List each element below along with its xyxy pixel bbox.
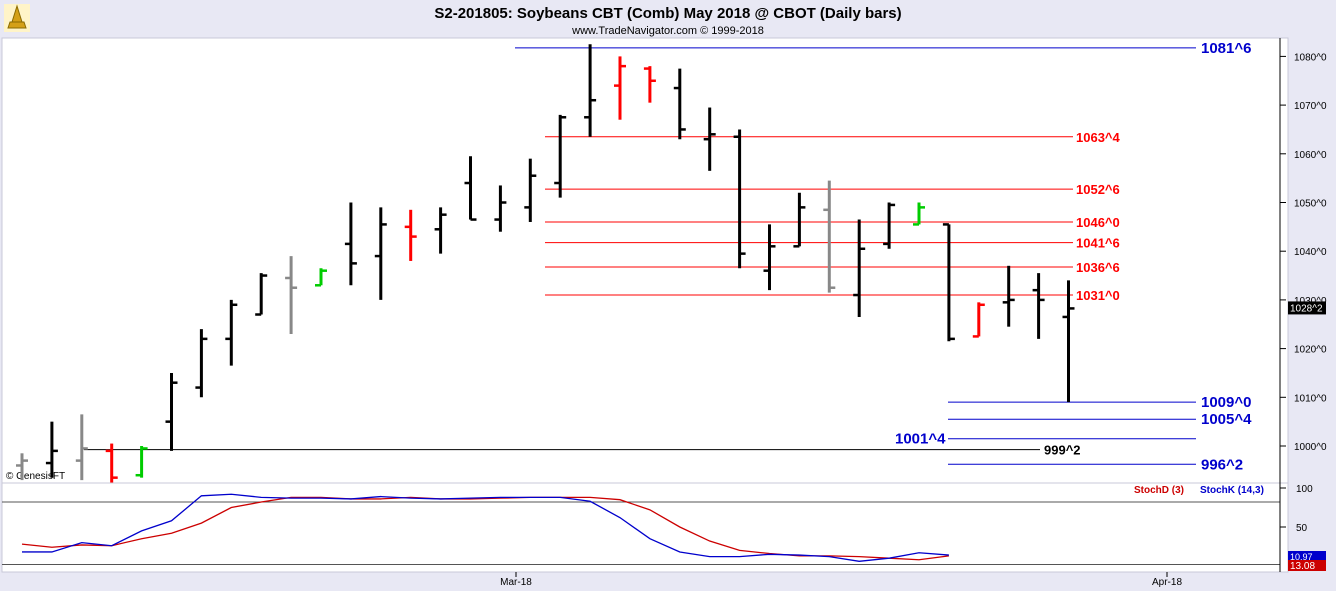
level-label: 996^2	[1201, 456, 1243, 473]
chart-title: S2-201805: Soybeans CBT (Comb) May 2018 …	[434, 5, 901, 22]
level-label: 1031^0	[1076, 288, 1120, 303]
osc-tick-label: 50	[1296, 523, 1308, 534]
price-tick-label: 1010^0	[1294, 393, 1327, 404]
level-label: 1041^6	[1076, 236, 1120, 251]
stochd-value-label: 13.08	[1290, 561, 1315, 572]
x-tick-label: Apr-18	[1152, 577, 1182, 588]
stochd-value-badge	[1288, 560, 1326, 571]
tradenavigator-logo-icon	[4, 4, 30, 32]
level-label: 1005^4	[1201, 411, 1252, 428]
current-price-badge	[1288, 301, 1326, 315]
oscillator-panel-bg[interactable]	[1, 482, 1289, 573]
level-label: 1081^6	[1201, 40, 1251, 57]
level-label: 1046^0	[1076, 215, 1120, 230]
x-axis: Mar-18 Apr-18	[500, 572, 1182, 588]
price-panel-bg[interactable]	[1, 37, 1289, 484]
price-tick-label: 1040^0	[1294, 247, 1327, 258]
price-tick-label: 1050^0	[1294, 199, 1327, 210]
level-label: 1036^6	[1076, 260, 1120, 275]
price-tick-label: 1080^0	[1294, 52, 1327, 63]
level-lines: 1081^6 1063^4 1052^6 1046^0 1041^6 1036^6 1031…	[84, 40, 1252, 473]
level-label: 1063^4	[1076, 130, 1121, 145]
osc-tick-label: 100	[1296, 484, 1313, 495]
x-tick-label: Mar-18	[500, 577, 532, 588]
oscillator-lines: StochD (3) StochK (14,3)	[2, 485, 1280, 565]
price-axis: 1080^0 1070^0 1060^0 1050^0 1040^0 1030^0 1020…	[1279, 38, 1327, 483]
price-tick-label: 1060^0	[1294, 150, 1327, 161]
osc-legend-stochd: StochD (3)	[1134, 485, 1184, 496]
price-tick-label: 1070^0	[1294, 101, 1327, 112]
level-label: 1009^0	[1201, 394, 1251, 411]
level-label: 1001^4	[895, 431, 946, 448]
level-label: 1052^6	[1076, 182, 1120, 197]
price-tick-label: 1000^0	[1294, 442, 1327, 453]
price-tick-label: 1020^0	[1294, 345, 1327, 356]
current-price-label: 1028^2	[1290, 303, 1323, 314]
price-tick-label: 1030^0	[1294, 296, 1327, 307]
stochk-value-label: 10.97	[1290, 552, 1313, 562]
chart-subtitle: www.TradeNavigator.com © 1999-2018	[571, 25, 764, 37]
stochk-value-badge	[1288, 551, 1326, 561]
watermark: © GenesisFT	[6, 471, 65, 482]
osc-series-line	[22, 493, 949, 562]
level-label: 999^2	[1044, 443, 1081, 458]
osc-legend-stochk: StochK (14,3)	[1200, 485, 1264, 496]
price-bars	[16, 44, 1075, 483]
